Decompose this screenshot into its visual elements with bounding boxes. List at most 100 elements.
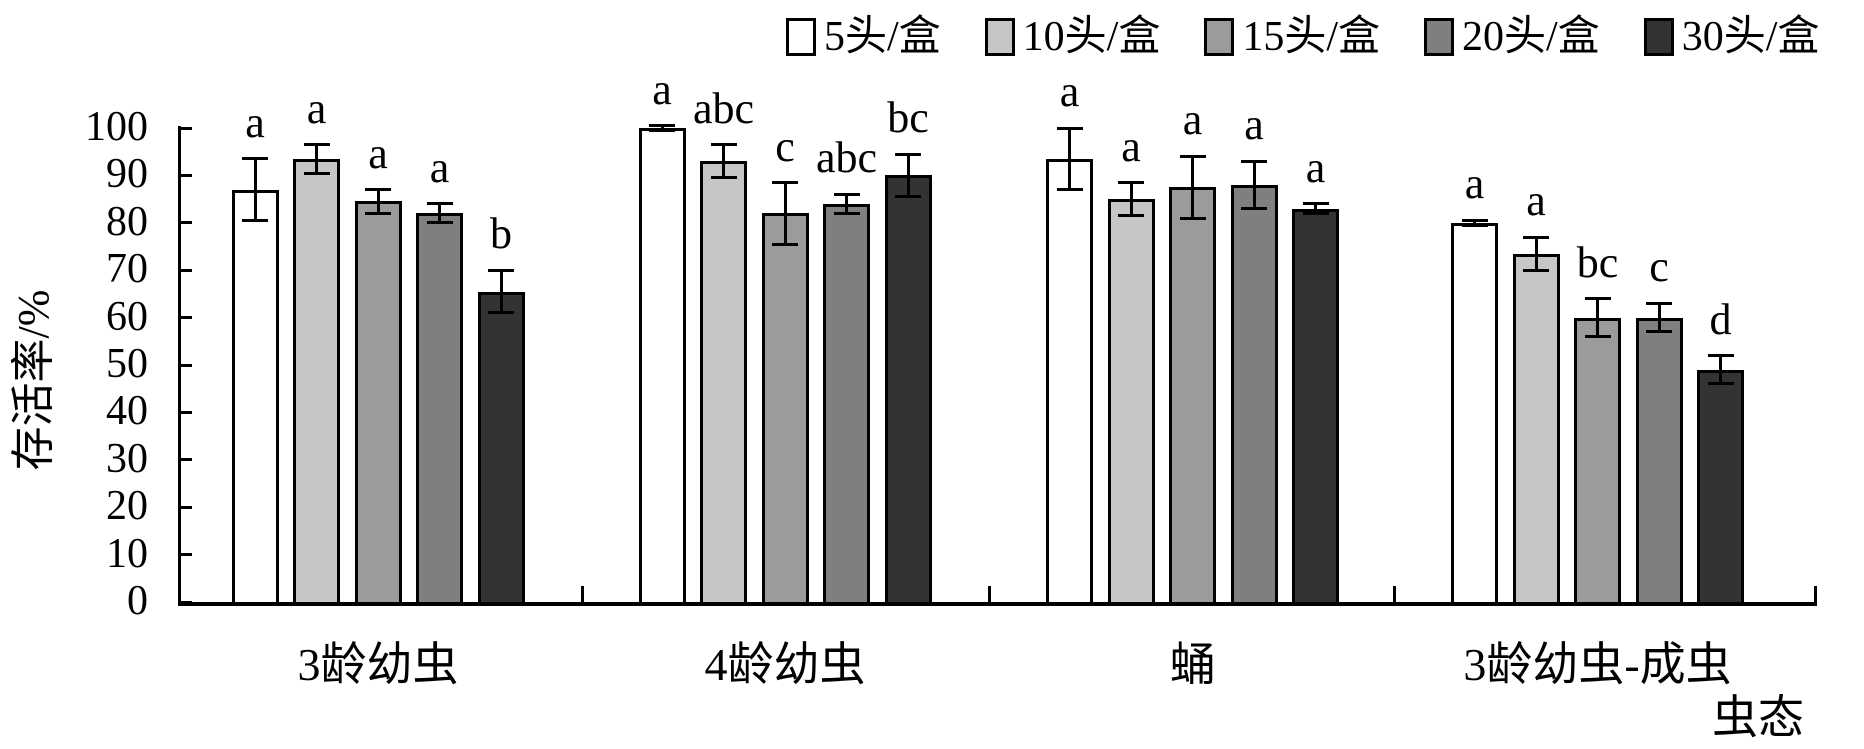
x-axis-title: 虫态: [1712, 692, 1804, 743]
y-tick-90: [178, 173, 192, 177]
y-tick-label-70: 70: [106, 246, 148, 293]
error-bar-cap: [426, 202, 453, 206]
error-bar-cap: [895, 152, 921, 156]
error-bar: [253, 158, 257, 221]
error-bar-cap: [1523, 235, 1549, 239]
significance-letter: a: [368, 128, 388, 178]
y-tick-label-90: 90: [106, 151, 148, 198]
error-bar: [1473, 220, 1476, 226]
significance-letter: c: [775, 121, 795, 171]
error-bar-cap: [303, 171, 330, 175]
bar-3龄幼虫-成虫-15头/盒: [1574, 317, 1621, 605]
bar-4龄幼虫-30头/盒: [884, 175, 932, 605]
bar-3龄幼虫-成虫-10头/盒: [1512, 253, 1560, 605]
error-bar-cap: [1179, 216, 1206, 220]
significance-letter: a: [652, 64, 672, 114]
legend-label: 10头/盒: [1022, 14, 1161, 60]
bar-3龄幼虫-10头/盒: [293, 158, 340, 605]
error-bar-cap: [1646, 330, 1672, 334]
bar-蛹-10头/盒: [1107, 199, 1155, 605]
error-bar-cap: [649, 128, 675, 132]
bar-蛹-20头/盒: [1230, 184, 1278, 605]
error-bar: [1191, 156, 1194, 219]
error-bar: [906, 154, 910, 197]
error-bar-cap: [710, 176, 737, 180]
x-boundary-tick-1: [987, 586, 991, 602]
error-bar-cap: [1302, 211, 1329, 215]
legend: 5头/盒 10头/盒 15头/盒 20头/盒 30头/盒: [786, 16, 1819, 58]
bar-蛹-30头/盒: [1292, 208, 1339, 605]
significance-letter: a: [1526, 176, 1546, 226]
bar-4龄幼虫-15头/盒: [761, 213, 809, 605]
error-bar: [499, 270, 503, 313]
legend-swatch-icon: [1424, 18, 1455, 56]
y-tick-30: [178, 458, 192, 462]
y-tick-label-60: 60: [106, 293, 148, 340]
significance-letter: a: [1305, 142, 1326, 192]
significance-letter: a: [1182, 95, 1203, 145]
error-bar-cap: [242, 157, 268, 161]
error-bar: [845, 194, 848, 214]
error-bar: [1719, 355, 1722, 384]
error-bar: [1252, 161, 1256, 209]
error-bar-cap: [1118, 181, 1144, 184]
significance-letter: a: [306, 83, 327, 133]
y-tick-100: [178, 126, 192, 130]
bar-3龄幼虫-成虫-30头/盒: [1697, 369, 1744, 605]
error-bar: [1129, 182, 1133, 216]
y-tick-label-40: 40: [106, 388, 148, 435]
y-tick-60: [178, 316, 192, 320]
error-bar-cap: [365, 188, 391, 192]
x-category-label-0: 3龄幼虫: [297, 639, 459, 690]
error-bar-cap: [1584, 335, 1611, 339]
x-boundary-tick-0: [580, 586, 584, 602]
y-tick-label-100: 100: [85, 104, 148, 151]
y-tick-70: [178, 268, 192, 272]
legend-label: 5头/盒: [824, 14, 941, 60]
error-bar: [722, 144, 725, 178]
error-bar-cap: [488, 311, 514, 315]
error-bar-cap: [1179, 154, 1206, 158]
legend-item-1: 10头/盒: [984, 14, 1161, 60]
x-category-label-1: 4龄幼虫: [704, 639, 866, 690]
bar-蛹-15头/盒: [1169, 187, 1216, 605]
legend-swatch-icon: [786, 18, 816, 56]
error-bar: [1596, 298, 1599, 337]
y-tick-20: [178, 505, 192, 509]
error-bar-cap: [365, 211, 391, 215]
error-bar: [315, 144, 318, 174]
legend-label: 30头/盒: [1681, 14, 1820, 60]
y-tick-40: [178, 410, 192, 414]
error-bar-cap: [1707, 382, 1734, 386]
significance-letter: c: [1649, 242, 1669, 292]
error-bar: [1657, 303, 1661, 332]
y-tick-50: [178, 363, 192, 367]
significance-letter: a: [1464, 159, 1485, 209]
error-bar: [438, 203, 441, 223]
error-bar-cap: [1707, 354, 1734, 358]
error-bar-cap: [895, 195, 921, 199]
error-bar-cap: [1646, 301, 1672, 305]
significance-letter: a: [1244, 100, 1264, 150]
error-bar-cap: [833, 192, 860, 196]
error-bar-cap: [710, 143, 737, 147]
significance-letter: abc: [815, 133, 878, 183]
error-bar-cap: [772, 242, 798, 246]
y-tick-label-50: 50: [106, 341, 148, 388]
bar-4龄幼虫-5头/盒: [638, 128, 686, 605]
bar-3龄幼虫-成虫-20头/盒: [1635, 317, 1683, 605]
legend-item-2: 15头/盒: [1204, 16, 1380, 58]
error-bar-cap: [772, 181, 798, 184]
x-axis-line: [178, 602, 1817, 606]
x-boundary-tick-2: [1392, 586, 1396, 602]
bar-3龄幼虫-30头/盒: [477, 291, 525, 605]
error-bar-cap: [242, 218, 268, 222]
significance-letter: abc: [692, 83, 755, 133]
x-category-label-3: 3龄幼虫-成虫: [1463, 639, 1732, 690]
y-tick-80: [178, 221, 192, 225]
error-bar-cap: [303, 143, 330, 147]
error-bar-cap: [1241, 159, 1267, 163]
significance-letter: bc: [1576, 237, 1619, 287]
significance-letter: a: [245, 97, 265, 147]
